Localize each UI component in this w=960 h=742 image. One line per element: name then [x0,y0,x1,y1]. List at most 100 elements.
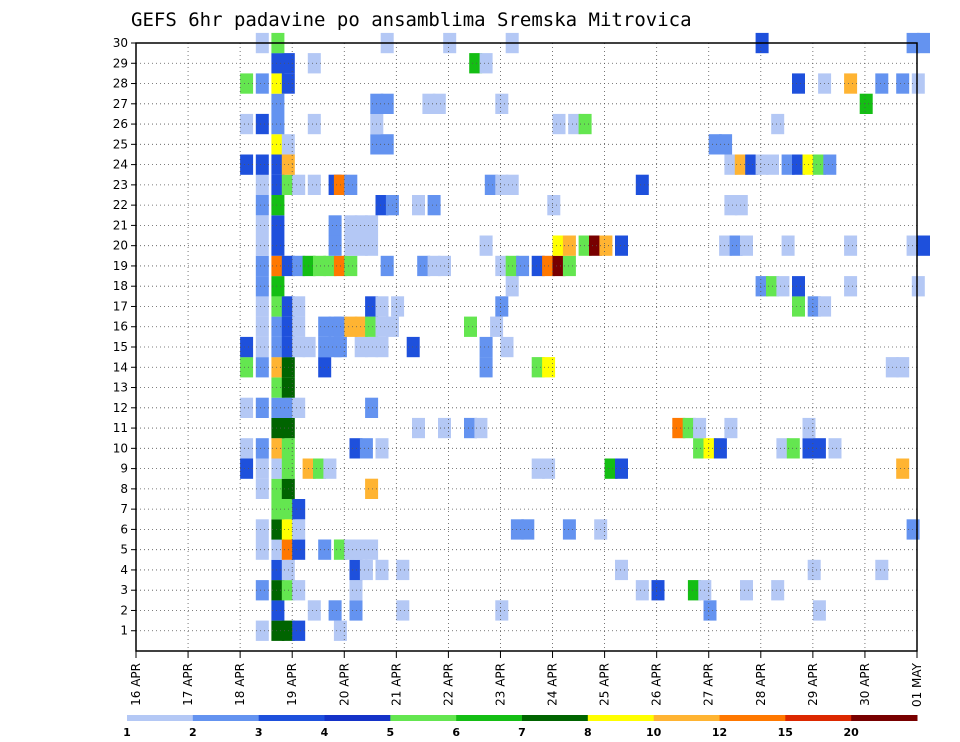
heatmap-cell [271,296,285,317]
heatmap-cell [302,458,316,479]
heatmap-cell [271,336,285,358]
heatmap-cell [365,478,379,499]
heatmap-cell [354,539,368,560]
y-tick-label: 27 [113,97,128,111]
heatmap-cell [271,255,285,277]
heatmap-cell [354,235,368,256]
heatmap-cell [844,276,858,297]
heatmap-cell [255,357,269,378]
heatmap-cell [375,438,389,459]
heatmap-cell [432,93,446,114]
heatmap-cell [719,134,733,155]
x-tick-label: 20 APR [337,663,351,706]
heatmap-cell [240,438,254,459]
heatmap-cell [255,458,269,479]
y-tick-label: 28 [113,77,128,91]
y-tick-label: 30 [113,36,128,50]
heatmap-cell [328,600,342,621]
heatmap-cell [495,93,509,114]
heatmap-cell [240,458,254,479]
heatmap-cell [693,438,707,459]
heatmap-cell [240,73,254,94]
heatmap-cell [240,397,254,418]
y-tick-label: 12 [113,401,128,415]
heatmap-cell [365,316,379,337]
heatmap-cell [344,215,358,236]
heatmap-cell [578,113,592,135]
y-tick-label: 24 [113,158,128,172]
heatmap-cell [365,296,379,317]
heatmap-cell [365,539,379,560]
heatmap-cell [578,235,592,256]
heatmap-cell [615,458,628,479]
x-tick-label: 21 APR [389,663,403,706]
heatmap-cell [328,235,342,256]
heatmap-cell [255,154,269,175]
y-tick-label: 23 [113,178,128,192]
heatmap-cell [271,377,285,398]
heatmap-cell [344,316,358,337]
heatmap-cell [359,438,373,459]
heatmap-cell [719,235,733,256]
heatmap-cell [292,397,306,418]
heatmap-cell [703,438,717,459]
heatmap-cell [271,458,285,479]
heatmap-cell [323,255,337,277]
heatmap-cell [255,539,269,560]
heatmap-cell [562,519,576,540]
heatmap-cell [271,235,285,256]
heatmap-cell [307,600,321,621]
heatmap-cell [344,235,358,256]
heatmap-cell [255,73,269,94]
heatmap-cell [464,417,477,439]
colorbar: 1 2 3 4 5 6 7 8 10 12 15 20 [123,715,918,739]
heatmap-cell [724,195,738,216]
heatmap-cell [271,154,285,175]
heatmap-cell [875,73,889,94]
heatmap-cell [651,580,665,601]
heatmap-cell [859,93,873,114]
heatmap-cell [740,580,753,601]
heatmap-cell [271,174,285,195]
heatmap-cell [469,53,483,74]
heatmap-cell [792,276,805,297]
heatmap-cell [255,519,269,540]
heatmap-cell [479,53,493,74]
heatmap-cell [255,195,269,216]
heatmap-cell [687,580,701,601]
heatmap-cell [365,215,379,236]
heatmap-cell [776,276,790,297]
heatmap-cell [464,316,477,337]
heatmap-cell [354,316,368,337]
heatmap-cell [255,215,269,236]
heatmap-cell [313,458,326,479]
heatmap-cell [255,255,269,277]
heatmap-cell [292,580,306,601]
heatmap-cell [552,255,566,277]
x-tick-label: 17 APR [181,663,195,706]
heatmap-cell [896,458,910,479]
heatmap-cell [792,154,805,175]
heatmap-cell [344,539,358,560]
heatmap-cell [672,417,686,439]
heatmap-cell [786,438,800,459]
x-tick-label: 26 APR [650,663,664,706]
y-tick-label: 26 [113,117,128,131]
heatmap-cell [240,113,254,135]
heatmap-cell [271,438,285,459]
heatmap-cell [828,438,842,459]
heatmap-cell [615,559,628,581]
colorbar-label: 15 [778,726,793,739]
heatmap-cell [792,73,805,94]
plot-grid [136,42,917,651]
x-tick-label: 22 APR [441,663,455,706]
heatmap-cell [271,357,285,378]
heatmap-cell [552,235,566,256]
y-tick-label: 10 [113,441,128,455]
heatmap-cell [255,397,269,418]
colorbar-swatch [587,715,655,721]
heatmap-cell [255,316,269,337]
colorbar-label: 7 [518,726,526,739]
heatmap-cell [307,113,321,135]
colorbar-swatch [851,715,918,721]
